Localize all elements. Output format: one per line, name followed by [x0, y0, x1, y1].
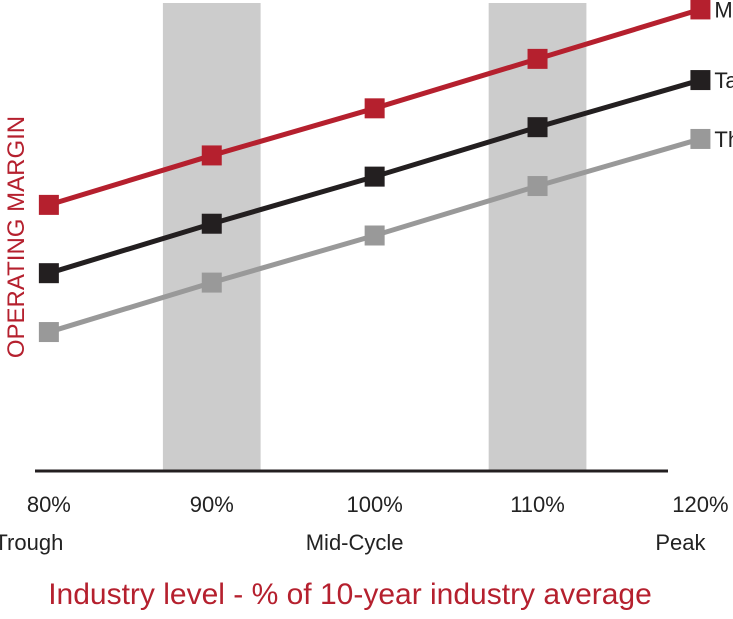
shaded-band-1	[162, 3, 261, 471]
legend-label-threshold: Threshold	[714, 127, 733, 152]
x-axis-title: Industry level - % of 10-year industry a…	[48, 578, 652, 611]
shaded-band-2	[488, 3, 587, 471]
marker-maximum-100pct	[364, 98, 385, 119]
x-sub-labels: Trough Mid-Cycle Peak	[0, 530, 706, 555]
legend-label-maximum: Maximum	[714, 0, 733, 22]
x-sub-label-peak: Peak	[655, 530, 706, 555]
marker-threshold-120pct	[690, 128, 711, 149]
legend-label-target: Target	[714, 68, 733, 93]
y-axis-title: OPERATING MARGIN	[3, 116, 30, 358]
marker-threshold-80pct	[38, 322, 59, 343]
x-tick-label: 80%	[27, 492, 71, 517]
shaded-bands	[162, 3, 587, 471]
x-tick-labels: 80% 90% 100% 110% 120%	[27, 492, 729, 517]
marker-maximum-120pct	[690, 0, 711, 20]
marker-target-120pct	[690, 70, 711, 91]
x-sub-label-trough: Trough	[0, 530, 63, 555]
series-markers	[38, 0, 711, 343]
marker-threshold-110pct	[527, 176, 548, 197]
marker-target-90pct	[201, 213, 222, 234]
marker-target-110pct	[527, 117, 548, 138]
x-tick-label: 90%	[190, 492, 234, 517]
x-tick-label: 110%	[510, 492, 565, 517]
marker-threshold-90pct	[201, 272, 222, 293]
marker-threshold-100pct	[364, 225, 385, 246]
x-tick-label: 120%	[672, 492, 728, 517]
marker-target-100pct	[364, 166, 385, 187]
marker-maximum-110pct	[527, 48, 548, 69]
marker-maximum-90pct	[201, 145, 222, 166]
legend: Maximum Target Threshold	[714, 0, 733, 152]
x-sub-label-mid-cycle: Mid-Cycle	[306, 530, 404, 555]
marker-maximum-80pct	[38, 194, 59, 215]
marker-target-80pct	[38, 263, 59, 284]
x-tick-label: 100%	[347, 492, 403, 517]
